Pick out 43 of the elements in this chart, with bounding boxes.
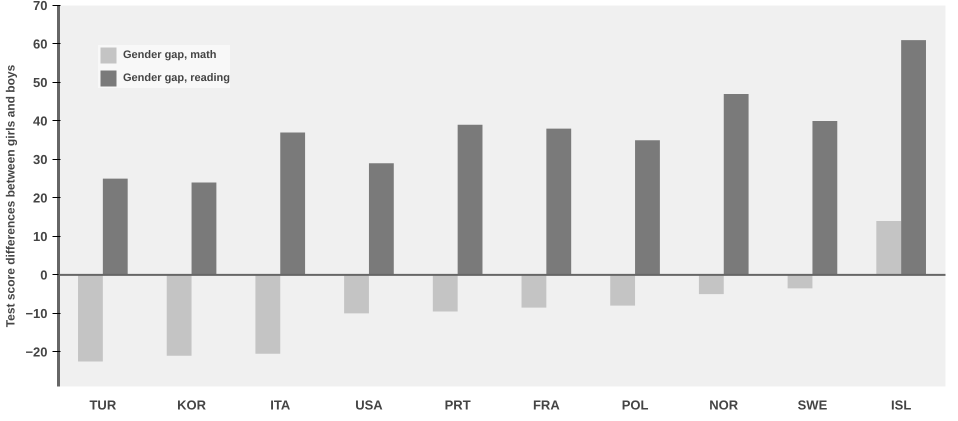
x-tick-label: ISL xyxy=(891,398,912,412)
bar xyxy=(280,132,306,275)
bar xyxy=(901,40,926,275)
bar xyxy=(724,94,749,275)
x-tick-label: NOR xyxy=(709,398,739,412)
legend-label: Gender gap, reading xyxy=(123,72,230,84)
x-tick-label: ITA xyxy=(270,398,291,412)
x-tick-label: POL xyxy=(622,398,648,412)
y-tick-label: 0 xyxy=(40,267,48,282)
bar xyxy=(698,274,724,294)
y-tick-label: −10 xyxy=(25,306,48,321)
bar xyxy=(344,274,369,314)
bar xyxy=(166,274,192,356)
bar xyxy=(102,178,128,275)
bar xyxy=(788,274,812,288)
x-tick-label: FRA xyxy=(532,398,560,412)
bar xyxy=(78,274,103,362)
y-tick-label: 10 xyxy=(33,228,48,244)
bar xyxy=(610,274,636,306)
bar xyxy=(368,163,394,275)
bar xyxy=(522,274,546,308)
bar xyxy=(635,140,660,275)
x-tick-label: PRT xyxy=(444,398,471,412)
bar xyxy=(255,274,280,354)
bar xyxy=(432,274,458,312)
bar xyxy=(192,182,216,275)
x-tick-label: TUR xyxy=(89,398,117,412)
y-tick-label: −20 xyxy=(25,344,48,360)
y-tick-label: 20 xyxy=(33,190,48,206)
y-tick-label: 40 xyxy=(33,113,48,128)
x-tick-label: USA xyxy=(355,398,384,412)
y-tick-label: 70 xyxy=(33,0,48,13)
y-tick-label: 60 xyxy=(33,36,48,52)
x-tick-label: SWE xyxy=(798,398,828,412)
y-tick-label: 50 xyxy=(33,74,48,90)
bar xyxy=(458,124,482,275)
bar xyxy=(812,120,838,275)
bar xyxy=(546,128,572,275)
y-axis-title: Test score differences between girls and boys xyxy=(3,64,18,328)
y-tick-label: 30 xyxy=(33,152,48,167)
bar xyxy=(876,221,902,275)
x-tick-label: KOR xyxy=(177,398,207,412)
legend-label: Gender gap, math xyxy=(123,49,217,61)
